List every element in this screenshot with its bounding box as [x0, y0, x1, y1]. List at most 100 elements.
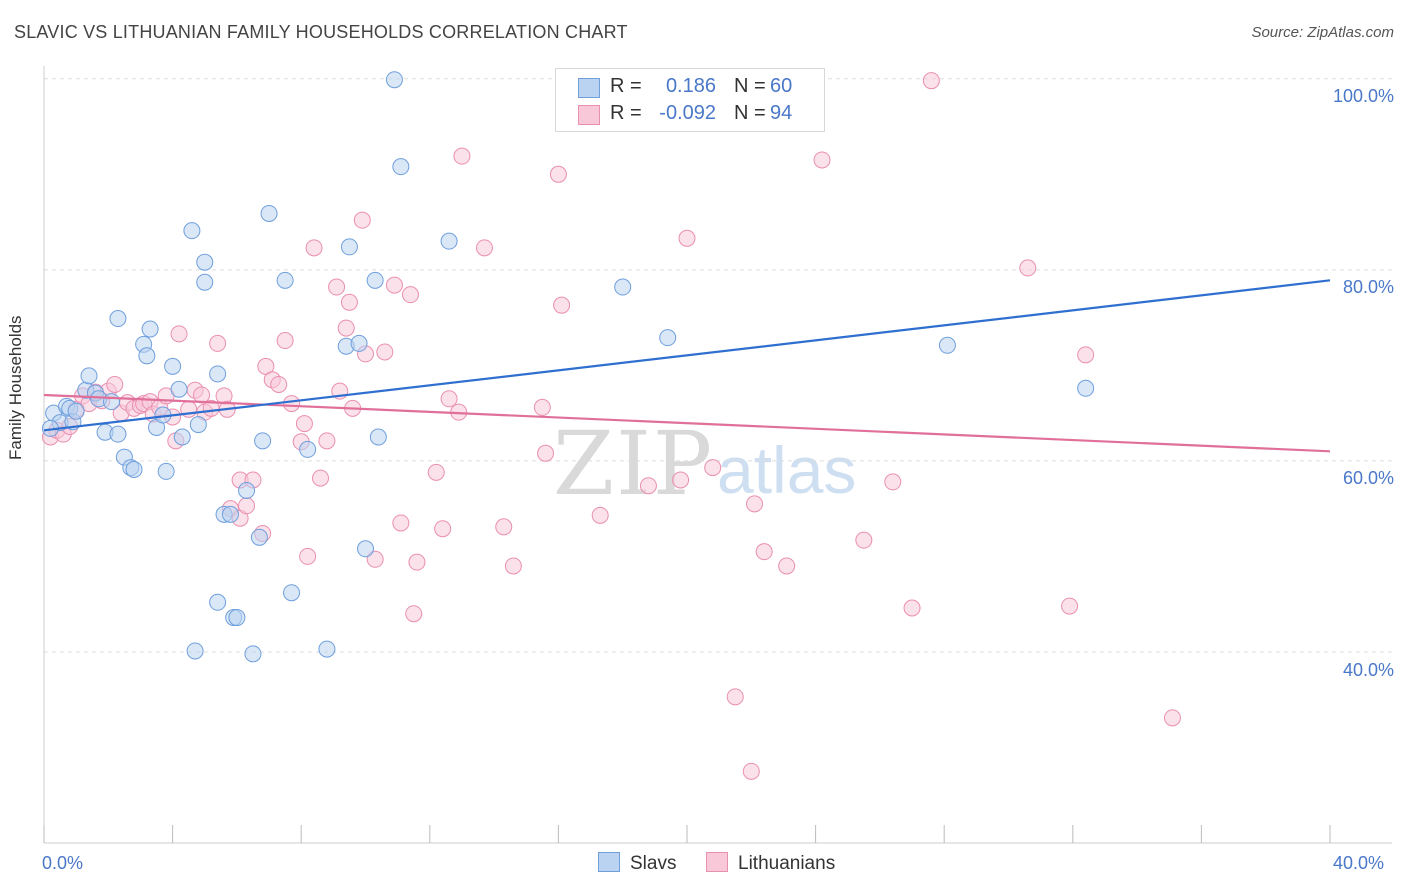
lithuanians-point — [922, 72, 940, 90]
lithuanians-point — [504, 557, 522, 575]
slavs-legend-label: Slavs — [630, 853, 677, 874]
lithuanians-point — [553, 296, 571, 314]
lithuanians-point — [434, 520, 452, 538]
axes — [43, 66, 1392, 844]
lithuanians-point — [276, 332, 294, 350]
slavs-point — [392, 158, 410, 176]
slavs-point — [221, 505, 239, 523]
slavs-point — [157, 462, 175, 480]
gridlines — [44, 78, 1392, 653]
r-value: -0.092 — [659, 102, 716, 124]
slavs-point — [369, 428, 387, 446]
slavs-swatch — [578, 78, 600, 98]
lithuanians-point — [283, 395, 301, 413]
lithuanians-point — [366, 550, 384, 568]
slavs-point — [385, 71, 403, 89]
lithuanians-points — [41, 70, 1181, 780]
source-label: Source: ZipAtlas.com — [1251, 24, 1394, 41]
r-label: R = — [610, 102, 642, 124]
lithuanians-point — [340, 293, 358, 311]
slavs-point — [164, 357, 182, 375]
slavs-point — [250, 528, 268, 546]
y-axis-title: Family Households — [6, 315, 25, 460]
slavs-point — [103, 393, 121, 411]
slavs-point — [109, 425, 127, 443]
slavs-point — [196, 273, 214, 291]
trend-lines — [43, 279, 1331, 453]
lithuanians-point — [353, 211, 371, 229]
y-tick-60: 60.0% — [1342, 468, 1394, 488]
slavs-point — [189, 416, 207, 434]
slavs-point — [276, 271, 294, 289]
legend-item-lithuanians[interactable]: Lithuanians — [706, 852, 835, 875]
slavs-point — [299, 440, 317, 458]
lithuanians-legend-swatch — [706, 852, 728, 872]
lithuanians-point — [392, 514, 410, 532]
slavs-point — [614, 278, 632, 296]
slavs-point — [109, 310, 127, 328]
lithuanians-point — [270, 375, 288, 393]
lithuanians-point — [639, 477, 657, 495]
lithuanians-point — [726, 688, 744, 706]
r-value: 0.186 — [665, 75, 716, 97]
lithuanians-point — [305, 239, 323, 257]
lithuanians-point — [1019, 259, 1037, 277]
n-label: N = — [734, 102, 766, 124]
lithuanians-point — [402, 286, 420, 304]
lithuanians-point — [209, 334, 227, 352]
lithuanians-point — [1163, 709, 1181, 727]
lithuanians-point — [440, 390, 458, 408]
slavs-point — [186, 642, 204, 660]
slavs-point — [138, 347, 156, 365]
slavs-point — [659, 329, 677, 347]
slavs-point — [357, 540, 374, 558]
lithuanians-point — [591, 506, 609, 524]
n-value: 94 — [770, 102, 793, 124]
lithuanians-point — [549, 165, 567, 183]
watermark-atlas: atlas — [717, 433, 857, 507]
slavs-point — [228, 609, 246, 627]
y-tick-100: 100.0% — [1332, 86, 1394, 106]
lithuanians-point — [672, 471, 690, 489]
slavs-point — [196, 253, 214, 271]
lithuanians-point — [427, 463, 445, 481]
slavs-point — [80, 367, 98, 385]
lithuanians-point — [385, 276, 403, 294]
lithuanians-point — [318, 432, 336, 450]
lithuanians-point — [746, 495, 764, 513]
lithuanians-point — [299, 547, 317, 565]
lithuanians-trend-line — [43, 393, 1331, 453]
slavs-point — [238, 482, 256, 500]
slavs-point — [254, 432, 272, 450]
lithuanians-point — [1061, 597, 1079, 615]
lithuanians-point — [376, 343, 394, 361]
lithuanians-point — [453, 147, 471, 165]
lithuanians-point — [475, 239, 493, 257]
y-tick-80: 80.0% — [1342, 277, 1394, 297]
chart-title: SLAVIC VS LITHUANIAN FAMILY HOUSEHOLDS C… — [14, 22, 628, 42]
watermark-zip: ZIP — [553, 412, 715, 515]
lithuanians-point — [408, 553, 426, 571]
slavs-point — [125, 460, 143, 478]
lithuanians-point — [311, 469, 329, 487]
lithuanians-point — [755, 543, 773, 561]
lithuanians-point — [903, 599, 921, 617]
lithuanians-point — [704, 459, 722, 477]
stats-legend: R = 0.186 N = 60 R = -0.092 N = 94 — [555, 68, 825, 132]
slavs-trend-line — [43, 279, 1331, 432]
y-tick-40: 40.0% — [1342, 660, 1394, 680]
lithuanians-point — [328, 278, 346, 296]
lithuanians-point — [533, 398, 551, 416]
slavs-point — [440, 232, 458, 250]
lithuanians-point — [337, 319, 355, 337]
slavs-legend-swatch — [598, 852, 620, 872]
lithuanians-point — [295, 415, 313, 433]
legend-item-slavs[interactable]: Slavs — [598, 852, 676, 875]
slavs-point — [938, 336, 956, 354]
n-label: N = — [734, 75, 766, 97]
lithuanians-point — [813, 151, 831, 169]
slavs-point — [170, 380, 188, 398]
lithuanians-point — [405, 605, 423, 623]
slavs-point — [260, 204, 278, 222]
